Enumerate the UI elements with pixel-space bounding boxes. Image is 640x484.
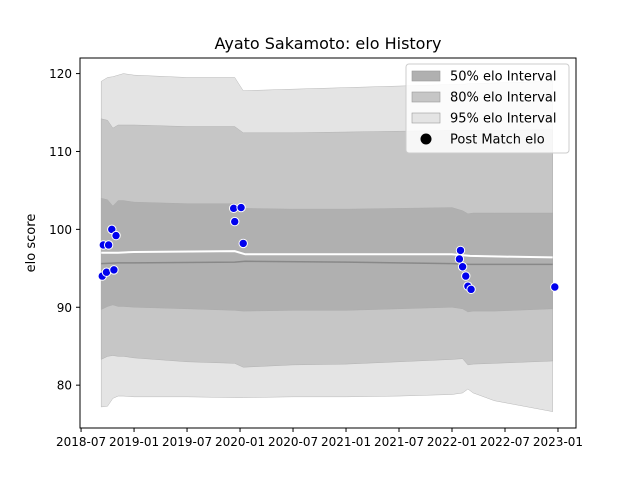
- x-tick-label: 2022-01: [427, 435, 477, 449]
- plot-area: [97, 73, 560, 412]
- x-tick-label: 2022-07: [480, 435, 530, 449]
- x-tick-label: 2020-01: [215, 435, 265, 449]
- post-match-point: [457, 262, 468, 272]
- chart-title: Ayato Sakamoto: elo History: [214, 34, 441, 53]
- legend-label: 80% elo Interval: [450, 91, 557, 106]
- legend-swatch: [411, 112, 441, 124]
- x-tick-label: 2020-07: [268, 435, 318, 449]
- post-match-point: [236, 202, 246, 213]
- legend-frame: [405, 63, 570, 154]
- post-match-point: [550, 282, 560, 292]
- x-axis-ticks: 2018-07 2019-01 2019-07 2020-01 2020-07 2021-…: [56, 428, 583, 449]
- legend-label: 95% elo Interval: [450, 112, 557, 127]
- post-match-point: [111, 230, 121, 241]
- y-tick-label: 80: [57, 379, 72, 393]
- axes-frame: [79, 57, 577, 429]
- x-tick-label: 2018-07: [56, 435, 106, 449]
- legend-swatch: [411, 91, 441, 103]
- y-tick-label: 120: [49, 67, 72, 81]
- y-tick-label: 110: [49, 145, 72, 159]
- y-tick-label: 90: [57, 301, 72, 315]
- post-match-point: [238, 238, 248, 249]
- median-elo-line: [101, 260, 553, 266]
- legend-label: 50% elo Interval: [450, 70, 557, 85]
- post-match-point: [466, 284, 476, 295]
- post-match-point: [455, 245, 466, 256]
- post-match-point: [109, 265, 119, 275]
- y-axis-ticks: 80 90 100 110 120: [49, 67, 80, 393]
- x-tick-label: 2019-01: [109, 435, 159, 449]
- post-match-points: [97, 202, 560, 295]
- mean-elo-line: [101, 250, 553, 259]
- post-match-point: [461, 271, 471, 281]
- x-tick-label: 2023-01: [533, 435, 583, 449]
- x-tick-label: 2019-07: [162, 435, 212, 449]
- post-match-point: [454, 254, 465, 264]
- elo-lines: [101, 250, 553, 266]
- legend-marker: [420, 133, 432, 145]
- legend-items: 50% elo Interval 80% elo Interval 95% elo …: [411, 70, 557, 148]
- post-match-point: [103, 240, 114, 250]
- legend-label: Post Match elo: [450, 133, 545, 148]
- legend: 50% elo Interval 80% elo Interval 95% elo …: [405, 63, 570, 154]
- y-tick-label: 100: [49, 223, 72, 237]
- y-axis-label: elo score: [24, 214, 39, 273]
- x-tick-label: 2021-07: [374, 435, 424, 449]
- x-tick-label: 2021-01: [321, 435, 371, 449]
- legend-swatch: [411, 70, 441, 82]
- post-match-point: [230, 216, 240, 227]
